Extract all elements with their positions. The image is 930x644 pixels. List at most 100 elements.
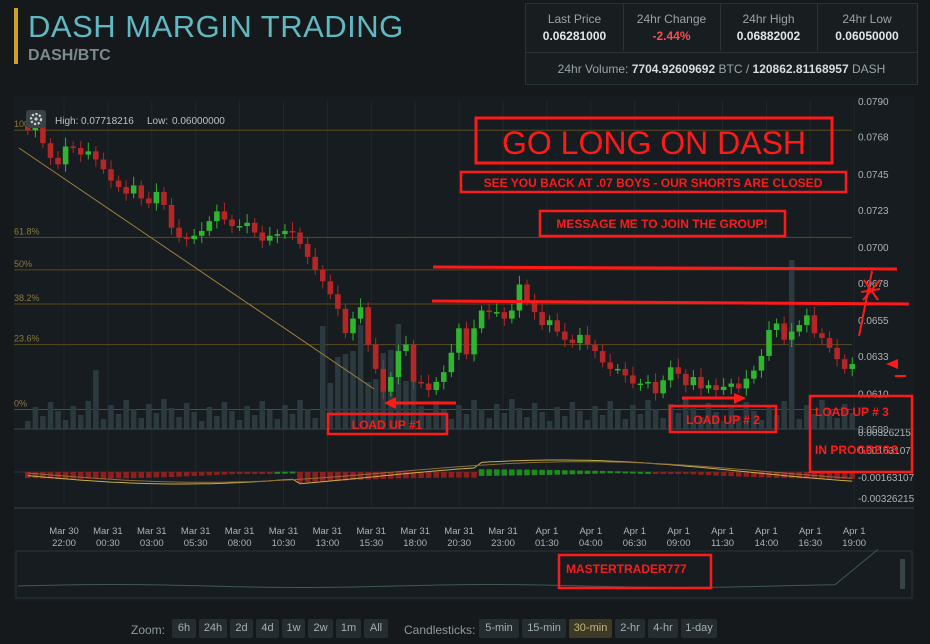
candle-30min-button[interactable]: 30-min	[569, 619, 612, 638]
candle-body	[146, 198, 152, 204]
high-label: 24hr High	[742, 12, 795, 26]
time-tick-time: 10:30	[272, 538, 296, 549]
time-tick-date: Mar 31	[269, 526, 299, 537]
candle-body	[531, 300, 538, 313]
volume-bar	[55, 411, 61, 429]
time-tick-time: 13:00	[316, 538, 340, 549]
macd-histogram-bar	[562, 470, 568, 475]
candle-body	[229, 219, 235, 227]
macd-histogram-bar	[819, 472, 825, 479]
time-tick-date: Apr 1	[799, 526, 822, 537]
volume-bar	[758, 420, 765, 429]
candle-body	[849, 364, 855, 369]
volume-bar	[441, 410, 447, 429]
candle-body	[335, 294, 341, 309]
zoom-1w-button[interactable]: 1w	[282, 619, 305, 638]
candle-body	[297, 232, 303, 244]
chart-container[interactable]: 100% 61.8% 50% 38.2% 23.6% 0% 0.00326215 0.001…	[14, 96, 915, 601]
volume-bar	[493, 404, 500, 429]
time-tick-date: Mar 31	[181, 526, 211, 537]
candle-body	[766, 329, 772, 356]
zoom-2d-button[interactable]: 2d	[230, 619, 253, 638]
macd-histogram-bar	[77, 472, 84, 479]
price-tick: 0.0790	[858, 97, 889, 108]
volume-bar	[221, 402, 228, 429]
volume-bar	[486, 418, 492, 429]
candle-15min-button[interactable]: 15-min	[522, 619, 566, 638]
macd-histogram-bar	[705, 472, 712, 476]
candle-1day-button[interactable]: 1-day	[681, 619, 717, 638]
macd-histogram-bar	[569, 470, 576, 475]
candle-body	[562, 331, 568, 340]
macd-histogram-bar	[161, 472, 167, 478]
volume-bar	[251, 415, 258, 429]
macd-histogram-bar	[592, 470, 598, 474]
trend-line	[18, 147, 375, 390]
candle-body	[365, 307, 371, 345]
fib-label: 50%	[14, 259, 32, 269]
candle-body	[660, 380, 666, 394]
macd-histogram-bar	[493, 469, 500, 476]
macd-histogram-bar	[40, 472, 46, 479]
macd-tick: -0.00326215	[858, 494, 914, 505]
candle-body	[478, 310, 485, 329]
macd-histogram-bar	[244, 472, 250, 474]
high-value: 0.06882002	[736, 29, 801, 43]
zoom-2w-button[interactable]: 2w	[308, 619, 333, 638]
volume-bar	[274, 419, 281, 429]
volume-bar	[123, 400, 129, 429]
time-tick-time: 00:30	[96, 538, 120, 549]
volume-bar	[289, 414, 296, 429]
time-tick-time: 11:30	[711, 538, 734, 549]
macd-tick: 0.00326215	[858, 428, 911, 439]
navigator-handle	[900, 559, 905, 589]
candle-5min-button[interactable]: 5-min	[479, 619, 519, 638]
signature-text: MASTERTRADER777	[566, 562, 687, 576]
macd-histogram-bar	[425, 472, 432, 478]
macd-histogram-bar	[206, 472, 213, 476]
macd-histogram-bar	[614, 471, 621, 474]
volume-bar	[720, 421, 727, 429]
macd-histogram-bar	[62, 472, 69, 479]
time-tick-time: 01:30	[535, 538, 559, 549]
settings-gear-icon[interactable]	[26, 110, 46, 128]
volume-sep: /	[745, 62, 750, 76]
low-value: 0.06050000	[835, 29, 899, 43]
candle-body	[100, 159, 107, 170]
volume-bar	[153, 413, 160, 429]
candle-body	[788, 331, 795, 340]
volume-bar	[599, 415, 606, 429]
candle-body	[592, 344, 598, 352]
volume-bar	[849, 413, 855, 429]
price-chart[interactable]: 100% 61.8% 50% 38.2% 23.6% 0% 0.00326215 0.001…	[14, 96, 915, 601]
zoom-all-button[interactable]: All	[364, 619, 388, 638]
macd-histogram-bar	[630, 471, 636, 474]
time-tick-time: 15:30	[359, 538, 383, 549]
volume-bar	[191, 412, 197, 429]
candle-2hr-button[interactable]: 2-hr	[615, 619, 645, 638]
candle-4hr-button[interactable]: 4-hr	[648, 619, 678, 638]
zoom-6h-button[interactable]: 6h	[172, 619, 196, 638]
candle-body	[161, 191, 167, 205]
volume-bar	[471, 400, 477, 429]
navigator[interactable]	[15, 549, 913, 599]
resistance-line-2	[431, 299, 910, 306]
zoom-1m-button[interactable]: 1m	[336, 619, 361, 638]
candle-body	[70, 146, 76, 149]
time-tick-time: 20:30	[447, 538, 471, 549]
candle-body	[630, 375, 636, 384]
candle-body	[690, 377, 697, 386]
zoom-24h-button[interactable]: 24h	[199, 619, 227, 638]
fib-label: 38.2%	[14, 293, 40, 303]
time-tick-time: 14:00	[755, 538, 779, 549]
resistance-line-1	[432, 265, 898, 271]
volume-bar	[229, 411, 235, 429]
candle-body	[32, 126, 39, 131]
candle-body	[486, 310, 492, 313]
zoom-4d-button[interactable]: 4d	[256, 619, 279, 638]
candle-body	[342, 308, 349, 334]
candle-body	[826, 338, 833, 348]
candle-body	[395, 351, 402, 378]
price-tick: 0.0678	[858, 279, 889, 290]
candle-body	[463, 328, 470, 355]
